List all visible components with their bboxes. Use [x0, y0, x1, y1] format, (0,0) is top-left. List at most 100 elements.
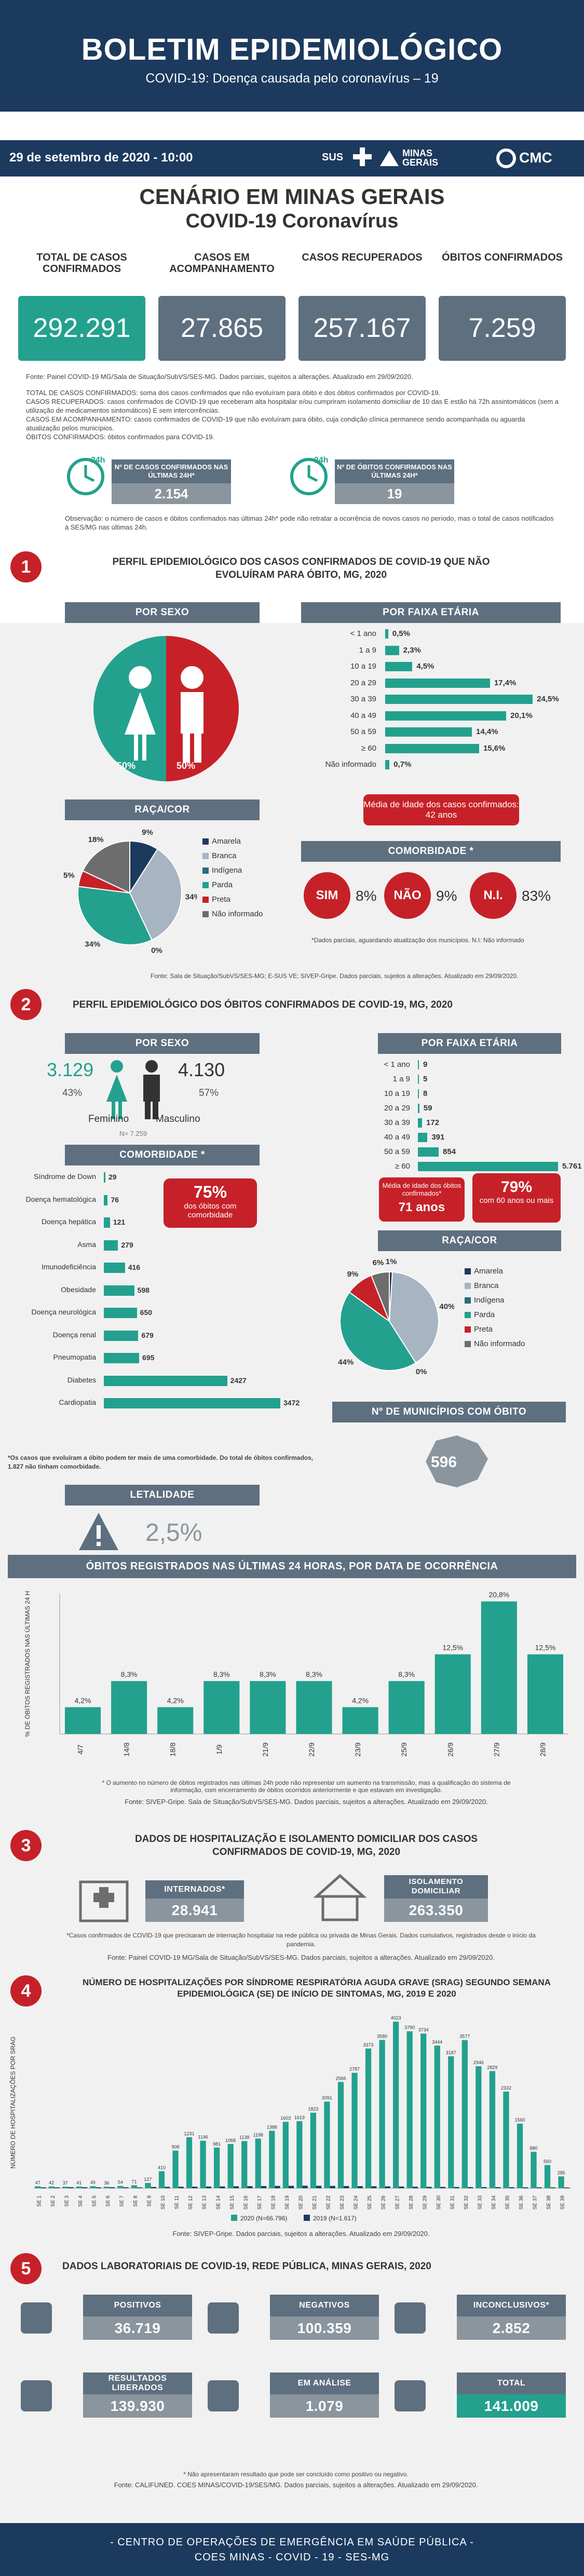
death-age-label: ≥ 60 — [395, 1162, 410, 1171]
srag-bar-2020 — [269, 2131, 275, 2188]
legend-label: Indígena — [474, 1296, 505, 1305]
srag-category: SE 35 — [505, 2195, 511, 2210]
srag-bar-label: 1138 — [239, 2135, 249, 2140]
death-age-label: 10 a 19 — [384, 1089, 410, 1098]
age-group-value: 14,4% — [476, 727, 498, 736]
chart24-ylabel: % DE ÓBITOS REGISTRADOS NAS ÚLTIMAS 24 H — [23, 1591, 31, 1737]
lab-label: INCONCLUSIVOS* — [457, 2295, 566, 2316]
sus-logo: SUS — [322, 152, 344, 163]
s1-age-title: POR FAIXA ETÁRIA — [301, 602, 561, 623]
death-age-value: 172 — [426, 1118, 440, 1127]
death-age-value: 8 — [423, 1089, 428, 1098]
s2-age-title: POR FAIXA ETÁRIA — [378, 1033, 561, 1054]
srag-bar-2019 — [426, 2187, 432, 2188]
srag-bar-2019 — [357, 2186, 363, 2188]
srag-bar-label: 4023 — [391, 2015, 401, 2021]
legend-item: Amarela — [465, 1267, 558, 1281]
legend-swatch — [465, 1341, 471, 1348]
srag-bar-label: 3444 — [432, 2039, 442, 2044]
s5-source: Fonte: CALIFUNED. COES MINAS/COVID-19/SE… — [114, 2481, 478, 2489]
srag-bar-2019 — [481, 2187, 487, 2188]
srag-bar-2019 — [123, 2187, 129, 2188]
srag-bar-2020 — [531, 2151, 537, 2188]
srag-bar-2020 — [434, 2045, 440, 2188]
srag-bar-label: 1231 — [184, 2131, 195, 2136]
deaths-24h-label: Nº DE ÓBITOS CONFIRMADOS NAS ÚLTIMAS 24H… — [335, 459, 454, 483]
def-recovered: CASOS RECUPERADOS: casos confirmados de … — [26, 398, 559, 414]
srag-bar-2019 — [178, 2187, 184, 2188]
age-group-label: ≥ 60 — [361, 743, 376, 753]
pie-label: 34% — [185, 893, 197, 902]
male-icon — [136, 1059, 167, 1121]
s2-muni-value: 596 — [431, 1454, 457, 1471]
pie-label: 9% — [347, 1270, 359, 1279]
chart24-bar — [434, 1654, 471, 1734]
legend-label: Branca — [212, 851, 237, 860]
pie-label: 1% — [386, 1257, 397, 1266]
srag-bar-2020 — [35, 2186, 41, 2188]
comorb-value: 2427 — [230, 1376, 247, 1385]
legend-swatch — [202, 897, 209, 903]
section-4-badge: 4 — [10, 1975, 42, 2006]
srag-bar-label: 1388 — [267, 2124, 277, 2130]
chart24-bar — [296, 1681, 332, 1734]
srag-category: SE 7 — [119, 2195, 125, 2207]
pie-label: 18% — [88, 835, 104, 844]
lab-icon — [202, 2375, 244, 2417]
srag-bar-2020 — [544, 2165, 551, 2188]
comorb-bar — [104, 1263, 125, 1273]
age-group-bar — [385, 695, 533, 704]
srag-category: SE 1 — [36, 2195, 42, 2207]
legend-swatch — [202, 853, 209, 860]
srag-category: SE 17 — [257, 2195, 263, 2210]
s1-comorb-title: COMORBIDADE * — [301, 841, 561, 862]
srag-category: SE 36 — [519, 2195, 524, 2210]
srag-category: SE 19 — [284, 2195, 290, 2210]
comorb-value: 29 — [108, 1173, 117, 1181]
comorb-bar — [104, 1240, 118, 1251]
srag-bar-2020 — [351, 2072, 358, 2188]
srag-bar-label: 3734 — [418, 2027, 429, 2032]
age-group-value: 4,5% — [416, 662, 434, 671]
legend-swatch — [465, 1268, 471, 1275]
chart24-category: 26/9 — [446, 1742, 454, 1756]
srag-bar-2019 — [302, 2186, 308, 2188]
srag-legend-swatch-2019 — [304, 2215, 310, 2221]
chart24-bar-label: 8,3% — [398, 1670, 415, 1678]
s2-letal-title: LETALIDADE — [65, 1485, 260, 1506]
legend-label: Parda — [212, 880, 233, 889]
chart24-bar — [250, 1681, 286, 1734]
pie-label: 34% — [85, 940, 100, 949]
cmc-circle-icon — [496, 148, 517, 169]
srag-category: SE 25 — [367, 2195, 373, 2210]
srag-bar-2020 — [324, 2102, 330, 2188]
lab-label: RESULTADOS LIBERADOS — [83, 2372, 192, 2394]
mg-map-icon — [415, 1430, 493, 1493]
s3-hosp-label: INTERNADOS* — [145, 1880, 244, 1899]
comorb-value: 76 — [111, 1195, 119, 1204]
srag-bar-2019 — [220, 2186, 225, 2188]
srag-bar-label: 2091 — [322, 2095, 332, 2100]
srag-bar-2020 — [558, 2176, 564, 2188]
warning-icon — [78, 1511, 119, 1552]
chart24-bar — [65, 1707, 101, 1734]
death-age-bar — [418, 1118, 423, 1128]
srag-legend-swatch-2020 — [231, 2215, 237, 2221]
age-group-label: 40 a 49 — [350, 711, 376, 720]
legend-label: Preta — [474, 1325, 493, 1334]
s2-pct60-label: com 60 anos ou mais — [479, 1196, 554, 1205]
kpi-source: Fonte: Painel COVID-19 MG/Sala de Situaç… — [26, 373, 413, 381]
srag-category: SE 6 — [105, 2195, 111, 2207]
age-group-bar — [385, 711, 507, 721]
pie-label: 0% — [416, 1367, 427, 1376]
srag-bar-2020 — [337, 2082, 344, 2188]
chart24-category: 25/9 — [400, 1742, 408, 1756]
srag-category: SE 27 — [395, 2195, 400, 2210]
chart24-category: 18/8 — [169, 1742, 177, 1756]
srag-bar-2020 — [131, 2185, 138, 2188]
chart24-bar-label: 8,3% — [306, 1670, 322, 1678]
legend-item: Parda — [465, 1310, 558, 1325]
death-age-label: 1 a 9 — [392, 1075, 410, 1083]
comorb-label: Asma — [77, 1240, 96, 1249]
srag-bar-2020 — [503, 2091, 509, 2188]
